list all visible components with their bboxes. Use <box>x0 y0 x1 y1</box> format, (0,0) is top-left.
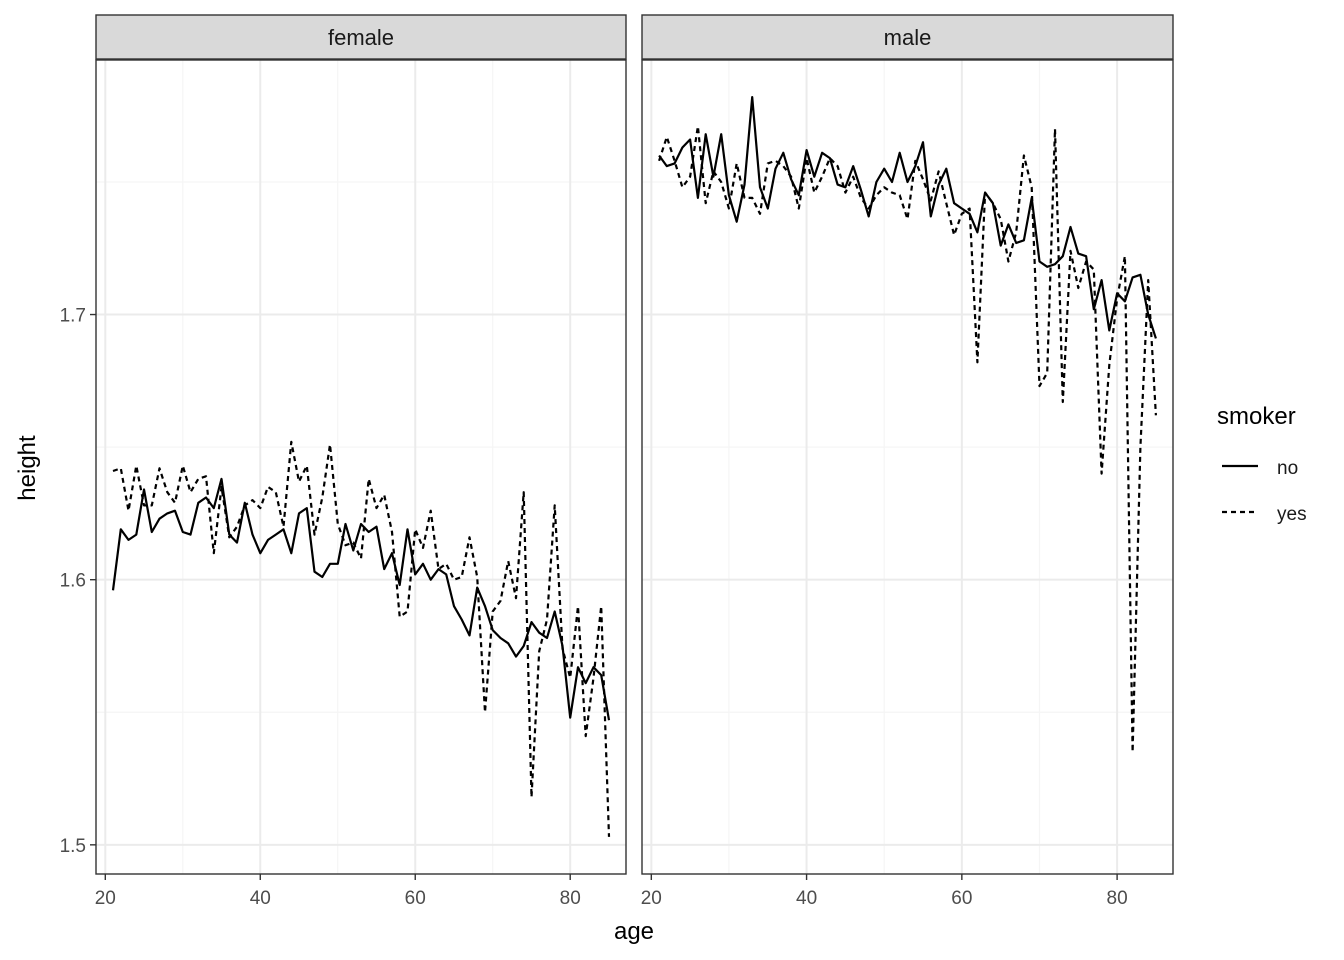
series-line-no <box>658 95 1157 339</box>
x-tick-label: 60 <box>405 888 426 909</box>
panel-background <box>96 60 626 874</box>
facet-strip <box>95 14 627 60</box>
x-axis-title: age <box>614 918 654 945</box>
series-line-yes <box>112 440 611 837</box>
x-tick-label: 80 <box>1107 888 1128 909</box>
facet-panels: female 20 40 60 80 1.5 1.6 1.7 male 20 40 60 80 <box>60 14 1174 909</box>
x-tick-label: 20 <box>641 888 662 909</box>
x-tick-label: 20 <box>95 888 116 909</box>
series-line-yes <box>658 125 1157 754</box>
x-tick-label: 80 <box>560 888 581 909</box>
series-line-no <box>111 477 611 721</box>
facet-strip-label: male <box>884 25 932 50</box>
y-tick-label: 1.6 <box>60 571 86 592</box>
legend-title: smoker <box>1217 403 1296 430</box>
panel-border <box>641 59 1174 875</box>
legend-label-yes: yes <box>1277 504 1307 525</box>
legend: smoker no yes <box>1217 403 1307 525</box>
x-tick-label: 40 <box>250 888 271 909</box>
facet-strip-label: female <box>328 25 394 50</box>
facet-strip <box>641 14 1174 60</box>
panel-border <box>95 59 627 875</box>
legend-label-no: no <box>1277 458 1298 479</box>
y-tick-label: 1.5 <box>60 836 86 857</box>
panel-background <box>642 60 1173 874</box>
panel-male: male 20 40 60 80 <box>641 14 1174 909</box>
x-tick-label: 60 <box>951 888 972 909</box>
y-axis-title: height <box>14 435 41 501</box>
panel-female: female 20 40 60 80 1.5 1.6 1.7 <box>60 14 627 909</box>
x-tick-label: 40 <box>796 888 817 909</box>
y-tick-label: 1.7 <box>60 306 86 327</box>
